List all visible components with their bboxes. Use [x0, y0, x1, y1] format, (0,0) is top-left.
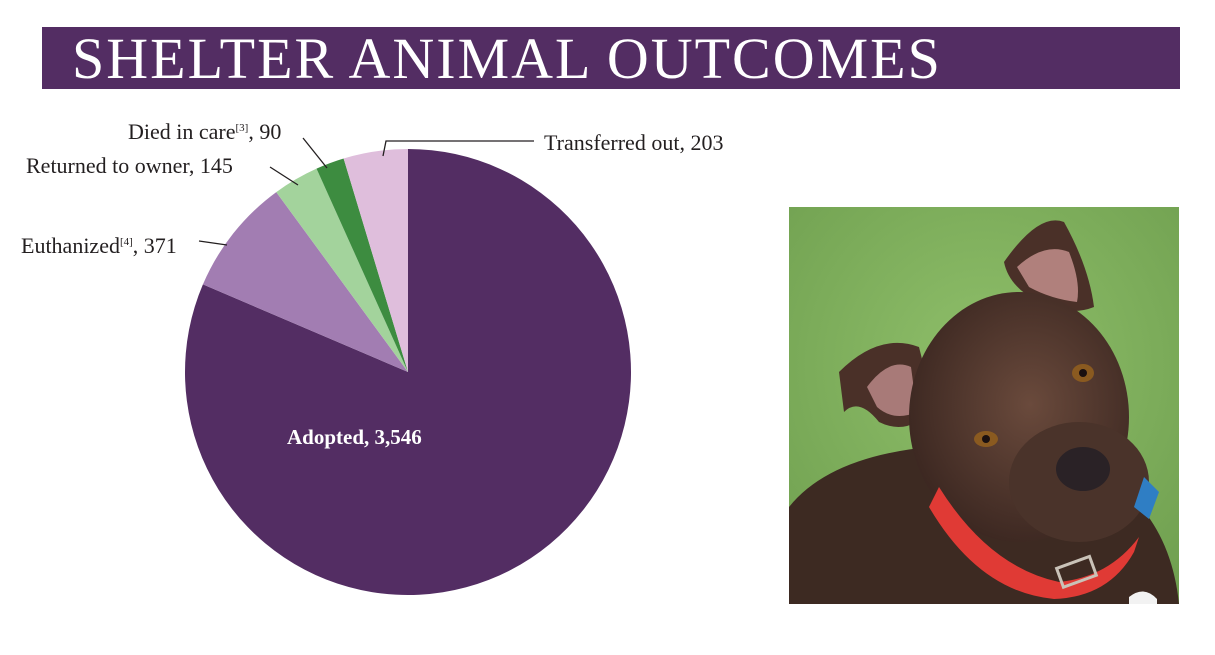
label-adopted: Adopted, 3,546 [287, 425, 422, 449]
euthanized-label-name: Euthanized [21, 233, 120, 258]
label-euthanized: Euthanized[4], 371 [21, 230, 177, 258]
died-footnote: [3] [235, 122, 249, 134]
dog-illustration [789, 207, 1179, 604]
died-label-value: , 90 [248, 119, 282, 144]
leader-line-euthanized [198, 240, 228, 246]
leader-line-died [302, 137, 328, 169]
died-label-name: Died in care [128, 119, 236, 144]
pie-slice-died-in-care [316, 158, 408, 372]
pie-slice-returned-to-owner [276, 168, 408, 372]
leader-line-returned [269, 166, 299, 186]
euthanized-footnote: [4] [119, 236, 133, 248]
euthanized-label-value: , 371 [132, 233, 177, 258]
label-transferred-out: Transferred out, 203 [544, 130, 724, 155]
pie-slice-adopted [184, 149, 631, 595]
leader-lines [198, 137, 534, 246]
dog-photo [789, 207, 1179, 604]
page-title: SHELTER ANIMAL OUTCOMES [72, 26, 942, 91]
title-banner: SHELTER ANIMAL OUTCOMES [42, 26, 1180, 91]
label-died-in-care: Died in care[3], 90 [128, 116, 281, 144]
pie-slices [184, 149, 631, 595]
pie-slice-transferred-out [343, 149, 408, 372]
pie-slice-euthanized [202, 192, 408, 372]
label-returned-to-owner: Returned to owner, 145 [26, 153, 233, 178]
leader-line-transferred [382, 140, 534, 157]
